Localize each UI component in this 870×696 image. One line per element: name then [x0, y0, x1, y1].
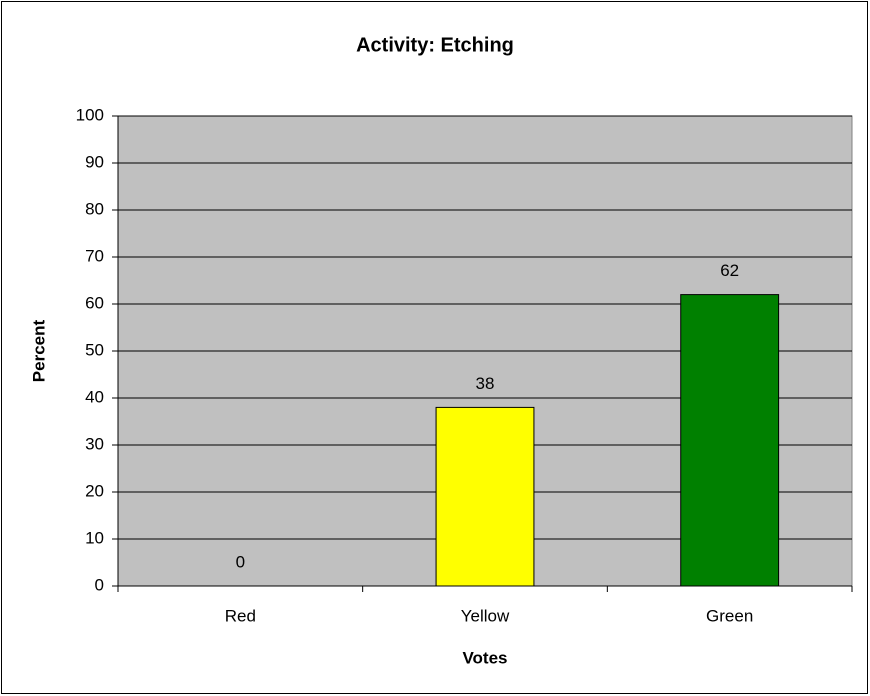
data-label: 0	[236, 552, 245, 571]
data-label: 38	[476, 374, 495, 393]
y-tick-label: 20	[85, 481, 104, 500]
x-axis-label: Votes	[462, 648, 507, 667]
x-tick-label: Yellow	[461, 606, 510, 625]
chart-title: Activity: Etching	[356, 34, 514, 56]
y-tick-label: 100	[76, 105, 104, 124]
y-tick-label: 70	[85, 246, 104, 265]
y-tick-label: 10	[85, 528, 104, 547]
y-tick-label: 60	[85, 293, 104, 312]
data-label: 62	[720, 261, 739, 280]
y-tick-label: 50	[85, 340, 104, 359]
x-tick-label: Green	[706, 606, 753, 625]
y-tick-label: 80	[85, 199, 104, 218]
bar	[435, 406, 535, 587]
bar	[680, 294, 780, 587]
y-tick-label: 30	[85, 434, 104, 453]
y-tick-label: 40	[85, 387, 104, 406]
x-tick-label: Red	[225, 606, 256, 625]
y-tick-label: 0	[95, 575, 104, 594]
y-axis-label: Percent	[29, 319, 48, 382]
y-tick-label: 90	[85, 152, 104, 171]
